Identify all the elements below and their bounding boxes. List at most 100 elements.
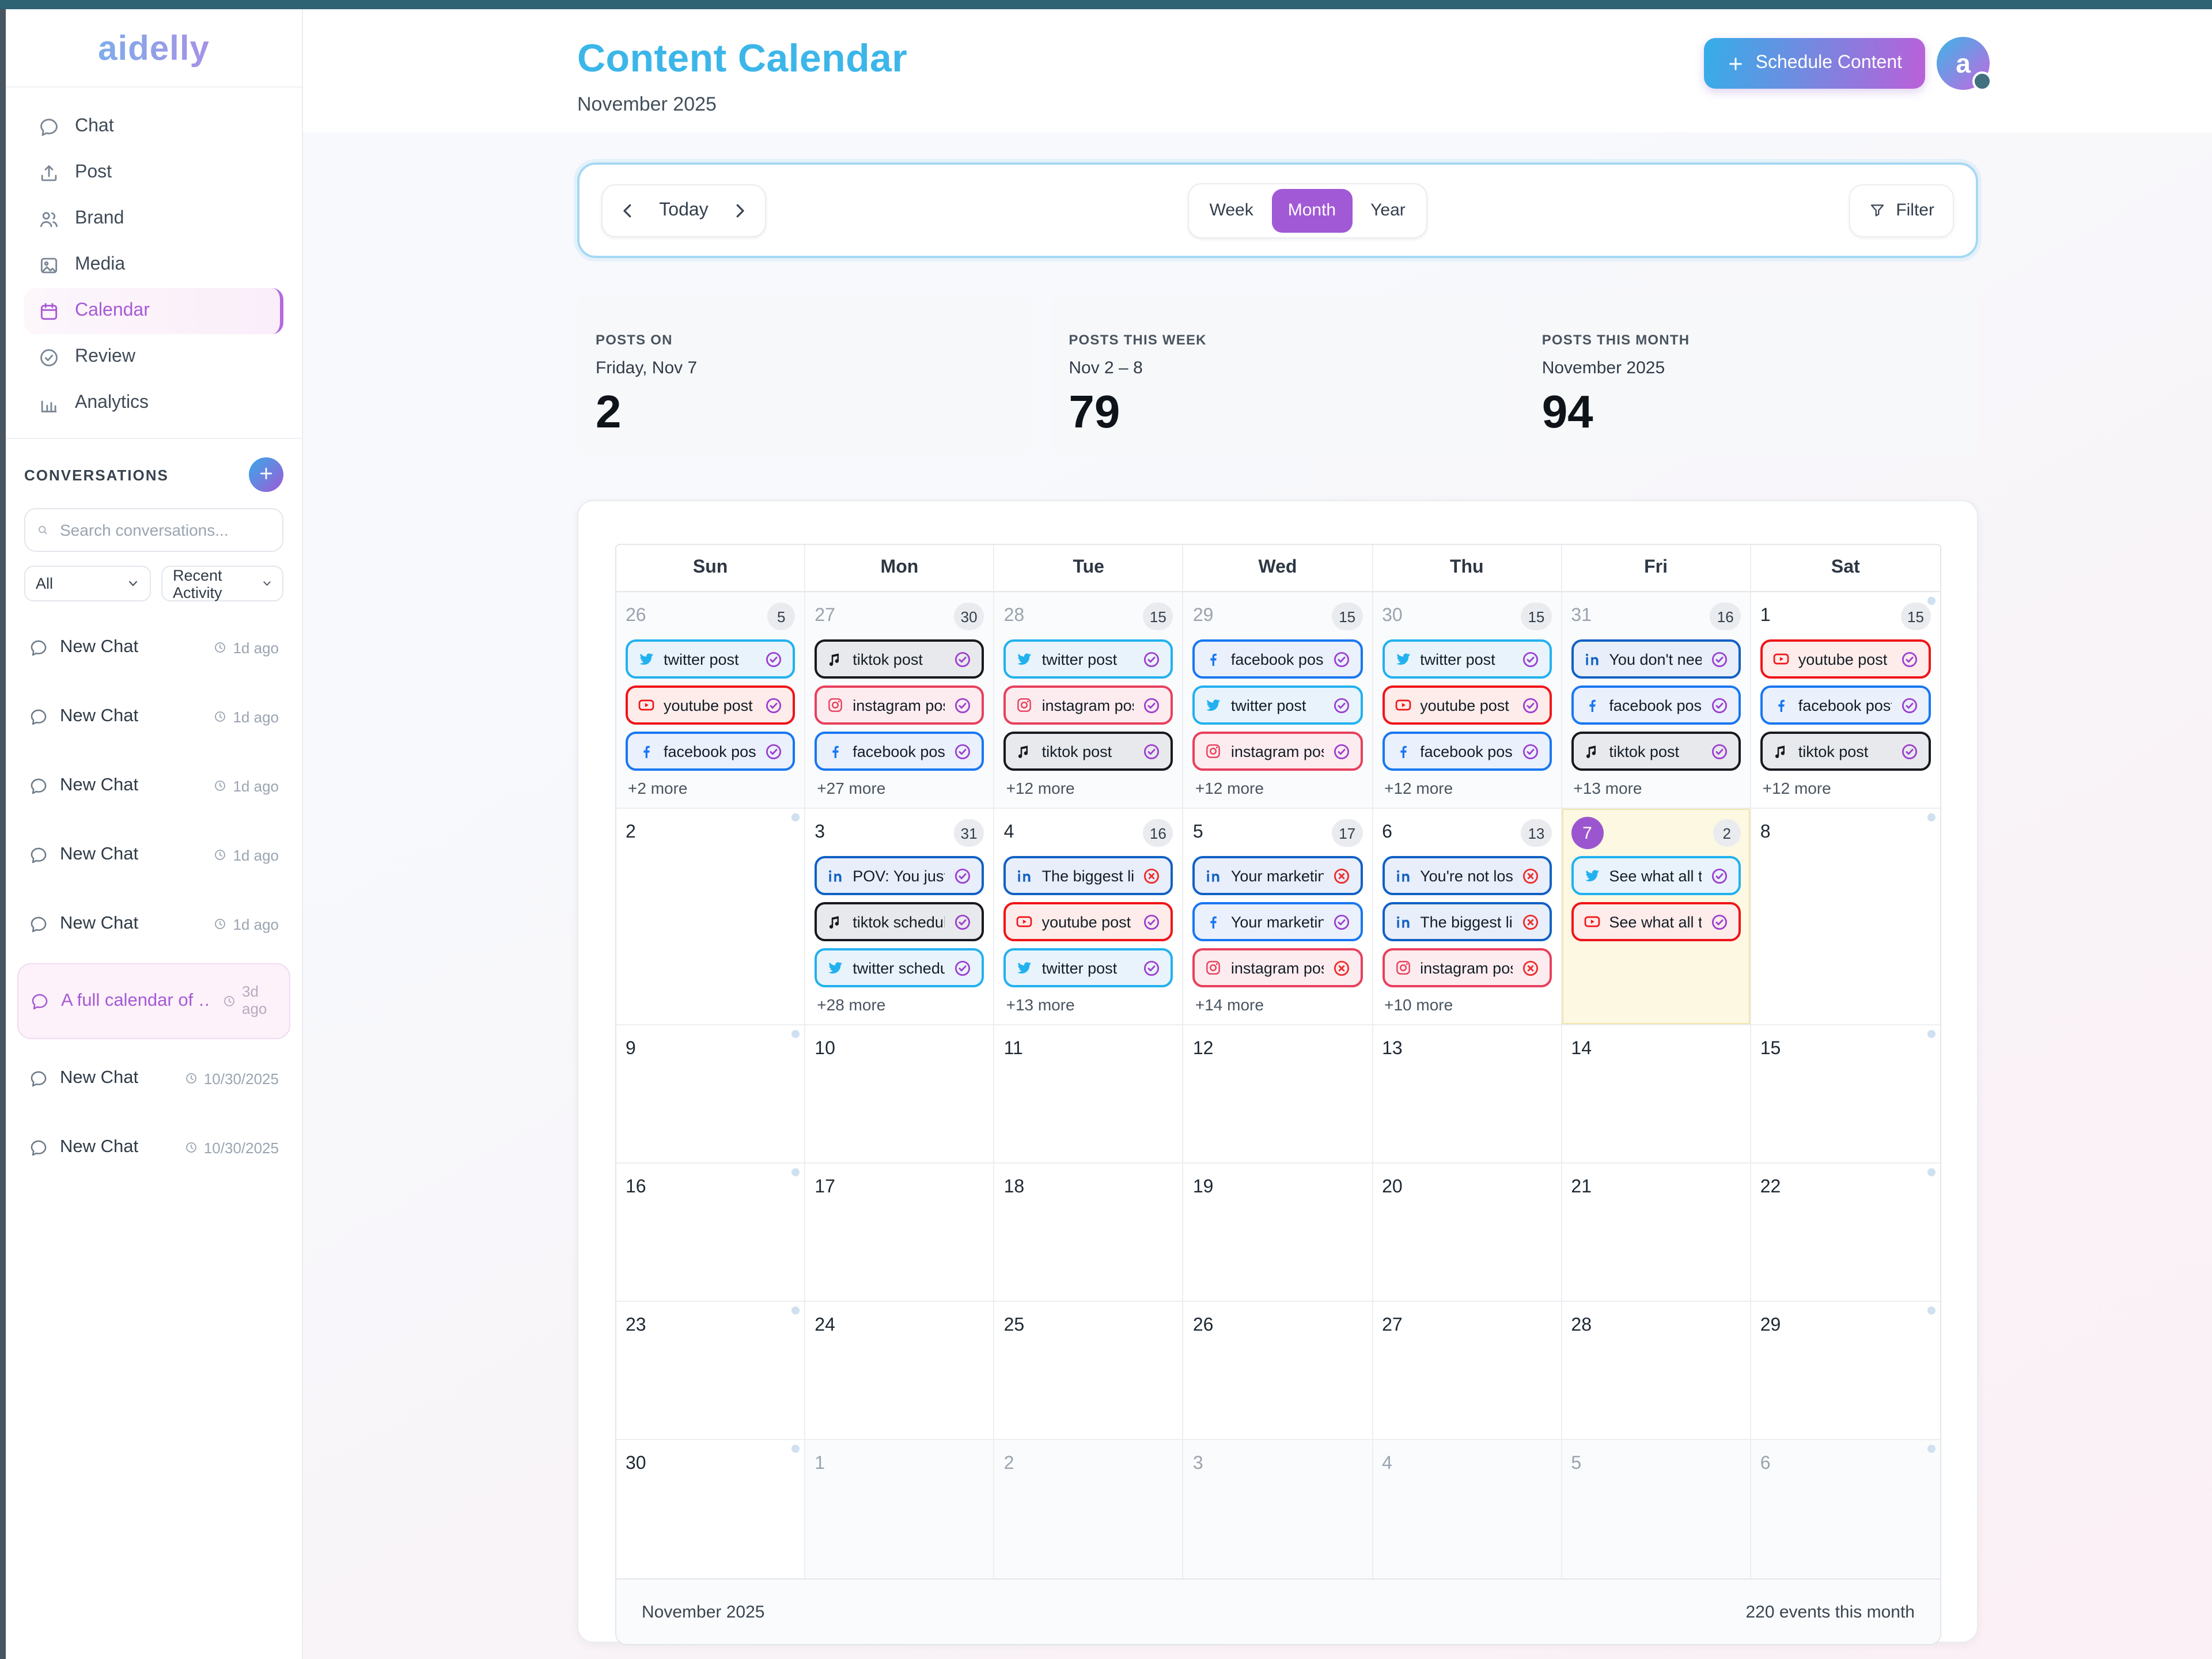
- event-pill[interactable]: twitter post: [1192, 685, 1363, 725]
- event-pill[interactable]: See what all the …: [1571, 856, 1741, 895]
- conversation-item[interactable]: New Chat 1d ago: [17, 687, 290, 747]
- more-events-link[interactable]: +12 more: [1006, 779, 1075, 797]
- event-pill[interactable]: twitter post: [1003, 639, 1173, 679]
- calendar-day-cell[interactable]: 3: [1183, 1440, 1373, 1578]
- calendar-day-cell[interactable]: 4: [1373, 1440, 1562, 1578]
- calendar-day-cell[interactable]: 20: [1373, 1164, 1562, 1302]
- event-pill[interactable]: facebook post: [1382, 732, 1552, 771]
- event-pill[interactable]: twitter post: [1003, 948, 1173, 987]
- sidebar-item-post[interactable]: Post: [24, 150, 283, 196]
- filter-button[interactable]: Filter: [1849, 184, 1954, 237]
- calendar-day-cell[interactable]: 26 5 twitter post youtube post facebook p…: [616, 592, 806, 809]
- calendar-day-cell[interactable]: 28 15 twitter post instagram post tiktok …: [994, 592, 1184, 809]
- sidebar-item-chat[interactable]: Chat: [24, 104, 283, 150]
- event-pill[interactable]: facebook post: [1192, 639, 1363, 679]
- conversation-item[interactable]: A full calendar of … 3d ago: [17, 963, 290, 1039]
- event-pill[interactable]: facebook post: [626, 732, 796, 771]
- event-pill[interactable]: youtube post: [1003, 902, 1173, 941]
- event-pill[interactable]: tiktok post: [1760, 732, 1931, 771]
- event-pill[interactable]: tiktok post: [1003, 732, 1173, 771]
- calendar-day-cell[interactable]: 31 16 You don't need 3… facebook post tik…: [1562, 592, 1751, 809]
- calendar-day-cell[interactable]: 28: [1562, 1302, 1751, 1440]
- event-pill[interactable]: twitter schedule…: [815, 948, 984, 987]
- next-period-button[interactable]: [729, 200, 750, 221]
- calendar-day-cell[interactable]: 10: [805, 1025, 995, 1164]
- calendar-day-cell[interactable]: 2: [994, 1440, 1184, 1578]
- more-events-link[interactable]: +13 more: [1573, 779, 1642, 797]
- calendar-day-cell[interactable]: 14: [1562, 1025, 1751, 1164]
- calendar-day-cell[interactable]: 22: [1751, 1164, 1940, 1302]
- event-pill[interactable]: twitter post: [626, 639, 796, 679]
- more-events-link[interactable]: +10 more: [1384, 995, 1453, 1014]
- calendar-day-cell[interactable]: 1 15 youtube post facebook post tiktok po…: [1751, 592, 1940, 809]
- conversation-item[interactable]: New Chat 10/30/2025: [17, 1118, 290, 1177]
- sidebar-item-brand[interactable]: Brand: [24, 196, 283, 242]
- event-pill[interactable]: facebook post: [1571, 685, 1741, 725]
- calendar-day-cell[interactable]: 8: [1751, 809, 1940, 1025]
- tab-month-view[interactable]: Month: [1271, 188, 1353, 232]
- event-pill[interactable]: tiktok post: [1571, 732, 1741, 771]
- calendar-day-cell[interactable]: 26: [1183, 1302, 1373, 1440]
- calendar-day-cell[interactable]: 23: [616, 1302, 806, 1440]
- conversation-item[interactable]: New Chat 10/30/2025: [17, 1048, 290, 1108]
- event-pill[interactable]: youtube post: [626, 685, 796, 725]
- calendar-day-cell[interactable]: 18: [994, 1164, 1184, 1302]
- calendar-day-cell[interactable]: 6 13 You're not losing … The biggest lie …: [1373, 809, 1562, 1025]
- calendar-day-cell[interactable]: 19: [1183, 1164, 1373, 1302]
- calendar-day-cell[interactable]: 27 30 tiktok post instagram post facebook…: [805, 592, 995, 809]
- calendar-day-cell[interactable]: 27: [1373, 1302, 1562, 1440]
- more-events-link[interactable]: +13 more: [1006, 995, 1075, 1014]
- more-events-link[interactable]: +27 more: [817, 779, 886, 797]
- event-pill[interactable]: See what all the …: [1571, 902, 1741, 941]
- event-pill[interactable]: instagram post: [815, 685, 984, 725]
- event-pill[interactable]: facebook post: [1760, 685, 1931, 725]
- conversation-sort-select[interactable]: Recent Activity: [161, 566, 283, 601]
- event-pill[interactable]: instagram post: [1192, 732, 1363, 771]
- calendar-day-cell[interactable]: 15: [1751, 1025, 1940, 1164]
- user-avatar[interactable]: a: [1937, 37, 1992, 91]
- calendar-day-cell[interactable]: 30 15 twitter post youtube post facebook …: [1373, 592, 1562, 809]
- calendar-day-cell[interactable]: 13: [1373, 1025, 1562, 1164]
- calendar-day-cell[interactable]: 29 15 facebook post twitter post instagra…: [1183, 592, 1373, 809]
- prev-period-button[interactable]: [618, 200, 638, 221]
- event-pill[interactable]: youtube post: [1760, 639, 1931, 679]
- tab-year-view[interactable]: Year: [1354, 188, 1422, 232]
- event-pill[interactable]: twitter post: [1382, 639, 1552, 679]
- sidebar-item-analytics[interactable]: Analytics: [24, 380, 283, 426]
- more-events-link[interactable]: +28 more: [817, 995, 886, 1014]
- conversation-search[interactable]: [24, 508, 283, 552]
- calendar-day-cell[interactable]: 11: [994, 1025, 1184, 1164]
- calendar-day-cell[interactable]: 7 2 See what all the … See what all the …: [1562, 809, 1751, 1025]
- new-conversation-button[interactable]: [249, 457, 283, 492]
- today-button[interactable]: Today: [659, 200, 709, 219]
- event-pill[interactable]: The biggest lie s…: [1382, 902, 1552, 941]
- event-pill[interactable]: The biggest lie s…: [1003, 856, 1173, 895]
- calendar-day-cell[interactable]: 21: [1562, 1164, 1751, 1302]
- sidebar-item-media[interactable]: Media: [24, 242, 283, 288]
- calendar-day-cell[interactable]: 30: [616, 1440, 806, 1578]
- conversation-item[interactable]: New Chat 1d ago: [17, 756, 290, 816]
- more-events-link[interactable]: +12 more: [1195, 779, 1264, 797]
- event-pill[interactable]: Your marketing is…: [1192, 856, 1363, 895]
- more-events-link[interactable]: +14 more: [1195, 995, 1264, 1014]
- event-pill[interactable]: tiktok scheduled …: [815, 902, 984, 941]
- calendar-day-cell[interactable]: 6: [1751, 1440, 1940, 1578]
- conversation-item[interactable]: New Chat 1d ago: [17, 825, 290, 885]
- calendar-day-cell[interactable]: 17: [805, 1164, 995, 1302]
- calendar-day-cell[interactable]: 9: [616, 1025, 806, 1164]
- sidebar-item-calendar[interactable]: Calendar: [24, 288, 283, 334]
- calendar-day-cell[interactable]: 4 16 The biggest lie s… youtube post twit…: [994, 809, 1184, 1025]
- event-pill[interactable]: You don't need 3…: [1571, 639, 1741, 679]
- event-pill[interactable]: You're not losing …: [1382, 856, 1552, 895]
- event-pill[interactable]: instagram post: [1382, 948, 1552, 987]
- more-events-link[interactable]: +2 more: [628, 779, 688, 797]
- calendar-day-cell[interactable]: 25: [994, 1302, 1184, 1440]
- calendar-day-cell[interactable]: 12: [1183, 1025, 1373, 1164]
- event-pill[interactable]: facebook post: [815, 732, 984, 771]
- conversation-item[interactable]: New Chat 1d ago: [17, 618, 290, 677]
- conversation-item[interactable]: New Chat 1d ago: [17, 894, 290, 954]
- calendar-day-cell[interactable]: 24: [805, 1302, 995, 1440]
- calendar-day-cell[interactable]: 16: [616, 1164, 806, 1302]
